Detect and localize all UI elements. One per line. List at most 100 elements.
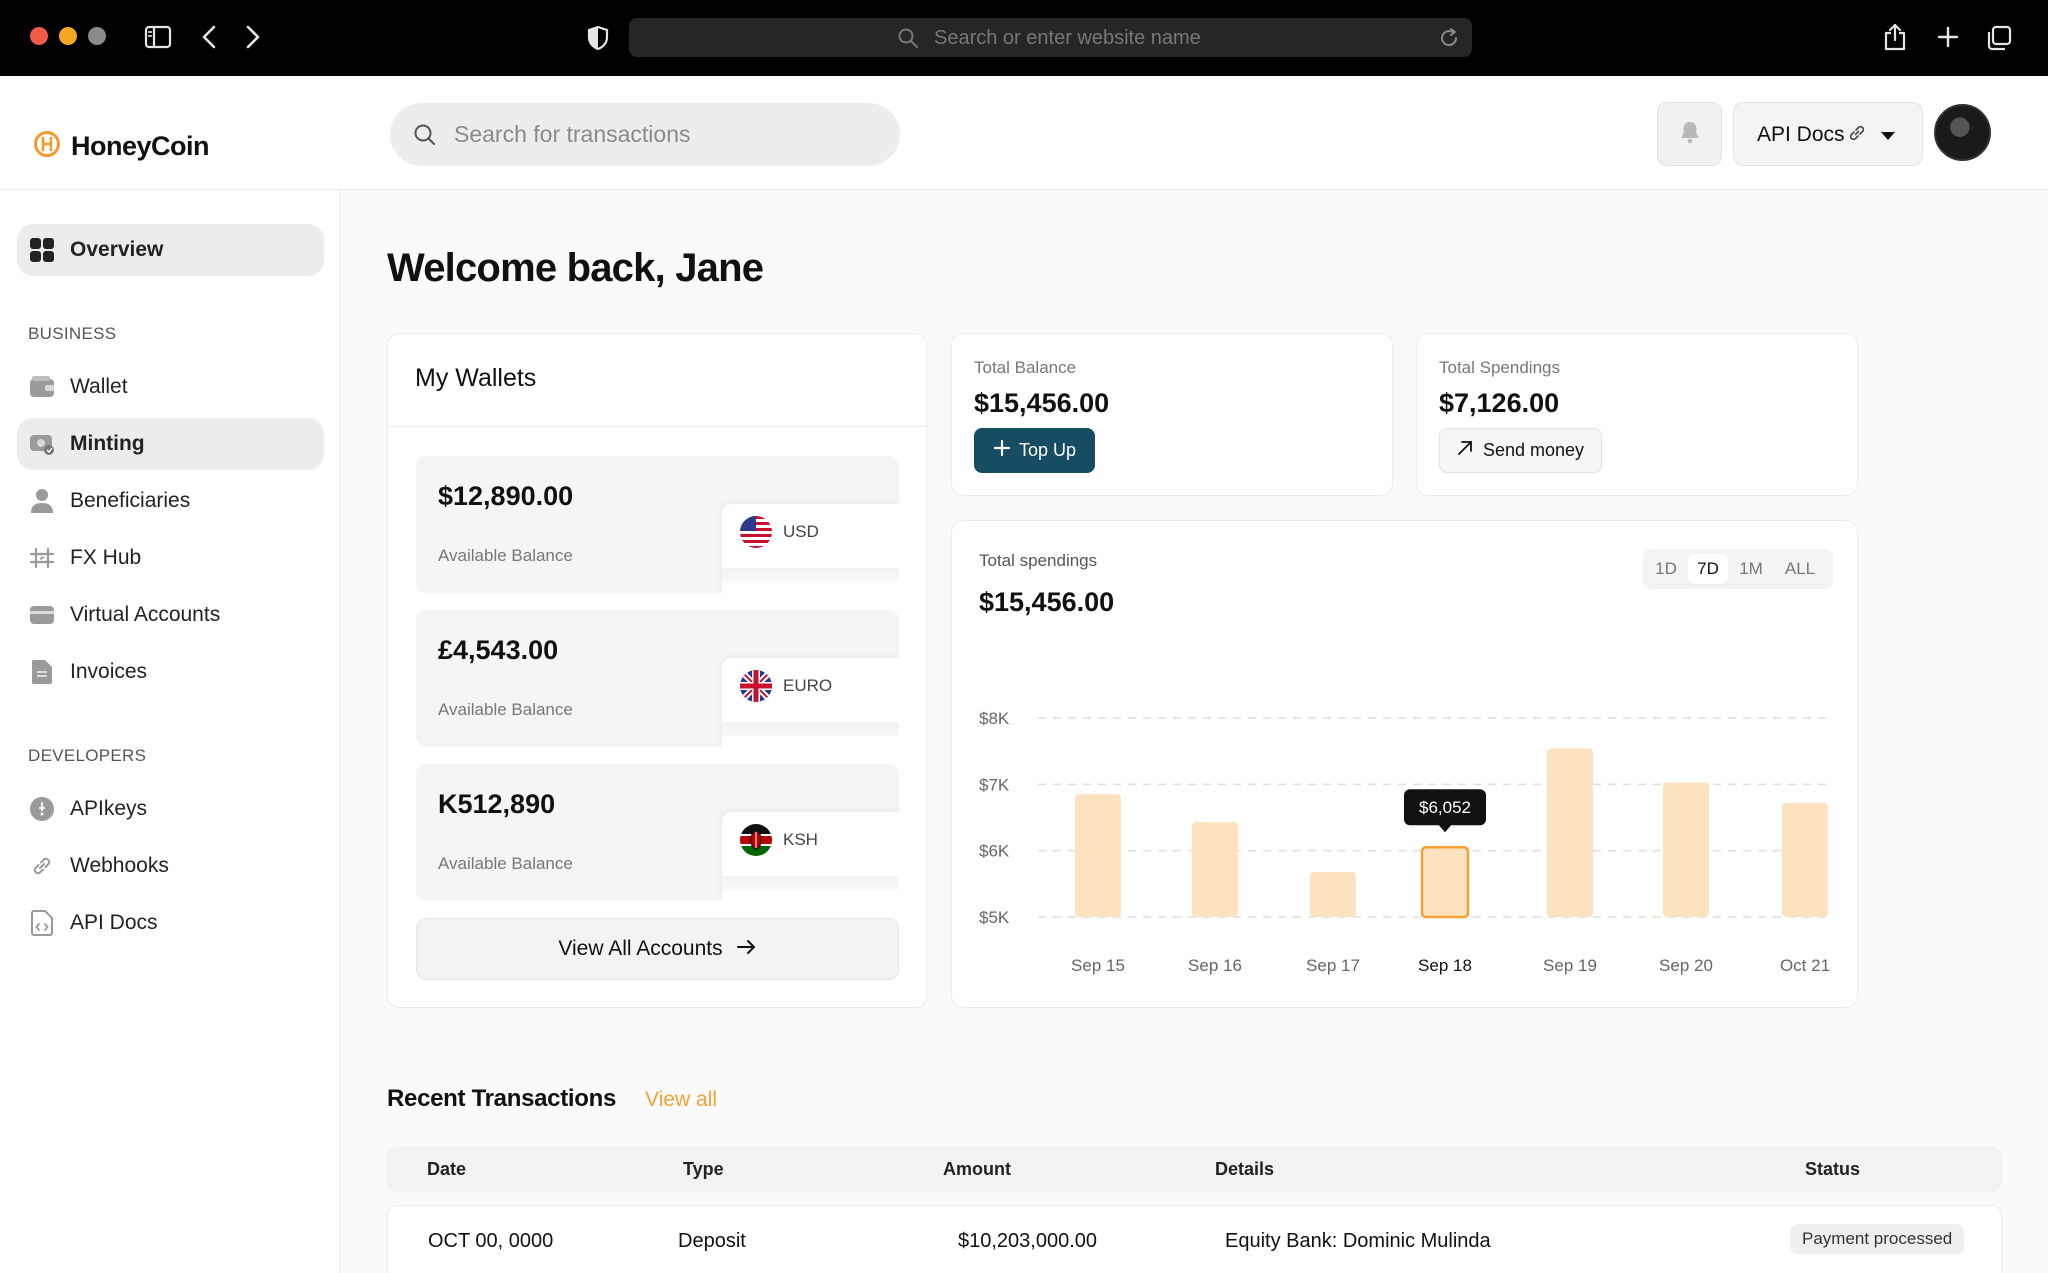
view-all-accounts-label: View All Accounts xyxy=(558,937,723,960)
wallet-icon xyxy=(29,374,55,400)
new-tab-icon[interactable] xyxy=(1935,24,1961,50)
send-money-label: Send money xyxy=(1482,440,1585,460)
logo[interactable]: HoneyCoin xyxy=(33,130,210,163)
grid-icon xyxy=(29,237,55,263)
chart-bar xyxy=(1547,748,1593,917)
my-wallets-card: My Wallets $12,890.00 Available Balance … xyxy=(387,333,927,1008)
chart-bar xyxy=(1420,845,1470,919)
sidebar-item-api-docs[interactable]: API Docs xyxy=(17,897,324,949)
column-header-amount[interactable]: Amount xyxy=(943,1159,1011,1179)
range-7d[interactable]: 7D xyxy=(1688,554,1728,584)
address-placeholder: Search or enter website name xyxy=(934,27,1201,49)
address-bar[interactable]: Search or enter website name xyxy=(629,18,1472,57)
page-title: Welcome back, Jane xyxy=(387,246,764,290)
transaction-search-input[interactable]: Search for transactions xyxy=(390,103,900,166)
wallet-balance-label: Available Balance xyxy=(438,546,573,565)
x-tick-label: Sep 18 xyxy=(1418,956,1472,975)
sidebar-item-fx-hub[interactable]: FX Hub xyxy=(17,532,324,584)
total-balance-card: Total Balance $15,456.00 Top Up xyxy=(951,333,1393,496)
sidebar-item-label: Overview xyxy=(70,238,164,261)
table-row[interactable]: OCT 00, 0000 Deposit $10,203,000.00 Equi… xyxy=(387,1205,2002,1273)
x-tick-label: Sep 17 xyxy=(1306,956,1360,975)
total-spendings-card: Total Spendings $7,126.00 Send money xyxy=(1416,333,1858,496)
sidebar-item-label: Minting xyxy=(70,432,145,455)
transaction-date: OCT 00, 0000 xyxy=(428,1230,554,1252)
api-docs-dropdown[interactable]: API Docs xyxy=(1733,102,1923,166)
tab-overview-icon[interactable] xyxy=(1985,24,2013,52)
fx-exchange-icon xyxy=(29,545,55,571)
notifications-button[interactable] xyxy=(1657,102,1722,166)
api-docs-label: API Docs xyxy=(1757,123,1845,146)
currency-code: KSH xyxy=(783,830,818,849)
chart-bar xyxy=(1663,782,1709,917)
wallet-euro[interactable]: £4,543.00 Available Balance EURO xyxy=(416,610,899,747)
sidebar-item-label: FX Hub xyxy=(70,546,142,569)
currency-code: EURO xyxy=(783,676,833,695)
chart-label: Total spendings xyxy=(979,551,1098,570)
sidebar-item-label: Virtual Accounts xyxy=(70,603,221,626)
send-money-button[interactable]: Send money xyxy=(1439,428,1602,473)
time-range-selector: 1D 7D 1M ALL xyxy=(1643,549,1833,589)
document-icon xyxy=(29,659,55,685)
x-tick-label: Sep 19 xyxy=(1543,956,1597,975)
share-icon[interactable] xyxy=(1882,22,1908,52)
wallet-usd[interactable]: $12,890.00 Available Balance USD xyxy=(416,456,899,593)
back-arrow-icon[interactable] xyxy=(198,24,220,50)
key-icon xyxy=(29,796,55,822)
user-avatar[interactable] xyxy=(1934,104,1991,161)
sidebar-item-apikeys[interactable]: APIkeys xyxy=(17,783,324,835)
privacy-shield-icon[interactable] xyxy=(586,25,610,51)
column-header-type[interactable]: Type xyxy=(683,1159,724,1179)
sidebar-item-beneficiaries[interactable]: Beneficiaries xyxy=(17,475,324,527)
sidebar-item-label: Invoices xyxy=(70,660,148,683)
range-1d[interactable]: 1D xyxy=(1655,559,1677,578)
close-window-button[interactable] xyxy=(30,27,48,45)
bell-icon xyxy=(1679,120,1701,149)
sidebar-toggle-icon[interactable] xyxy=(144,25,172,49)
top-up-label: Top Up xyxy=(1018,440,1077,460)
x-tick-label: Oct 21 xyxy=(1780,956,1830,975)
zoom-window-button[interactable] xyxy=(88,27,106,45)
x-tick-label: Sep 16 xyxy=(1188,956,1242,975)
range-all[interactable]: ALL xyxy=(1784,559,1816,578)
reload-icon[interactable] xyxy=(1437,26,1461,55)
currency-tag: KSH xyxy=(722,812,899,901)
view-all-accounts-button[interactable]: View All Accounts xyxy=(416,918,899,980)
business-section-heading: BUSINESS xyxy=(28,324,117,343)
minimize-window-button[interactable] xyxy=(59,27,77,45)
sidebar-item-wallet[interactable]: Wallet xyxy=(17,361,324,413)
wallets-title: My Wallets xyxy=(415,364,537,392)
wallet-amount: $12,890.00 xyxy=(438,481,574,511)
transaction-amount: $10,203,000.00 xyxy=(958,1230,1098,1252)
status-badge: Payment processed xyxy=(1790,1224,1965,1254)
sidebar-item-overview[interactable]: Overview xyxy=(17,224,324,276)
sidebar-item-invoices[interactable]: Invoices xyxy=(17,646,324,698)
sidebar: Overview BUSINESS Wallet Minting Benefic… xyxy=(0,190,340,1273)
range-1m[interactable]: 1M xyxy=(1739,559,1763,578)
total-spendings-value: $7,126.00 xyxy=(1439,388,1560,418)
person-icon xyxy=(29,488,55,514)
column-header-status[interactable]: Status xyxy=(1805,1159,1861,1179)
tag-fade xyxy=(722,722,899,736)
wallet-amount: K512,890 xyxy=(438,789,556,819)
forward-arrow-icon[interactable] xyxy=(242,24,264,50)
top-up-button[interactable]: Top Up xyxy=(974,428,1095,473)
sidebar-item-webhooks[interactable]: Webhooks xyxy=(17,840,324,892)
y-tick-label: $5K xyxy=(979,908,1010,927)
sidebar-item-minting[interactable]: Minting xyxy=(17,418,324,470)
sidebar-item-virtual-accounts[interactable]: Virtual Accounts xyxy=(17,589,324,641)
view-all-transactions-link[interactable]: View all xyxy=(645,1088,717,1111)
column-header-date[interactable]: Date xyxy=(427,1159,467,1179)
total-balance-label: Total Balance xyxy=(974,358,1077,377)
total-balance-value: $15,456.00 xyxy=(974,388,1110,418)
tag-fade xyxy=(722,876,899,890)
wallet-ksh[interactable]: K512,890 Available Balance KSH xyxy=(416,764,899,901)
sidebar-item-label: Wallet xyxy=(70,375,128,398)
sidebar-item-label: APIkeys xyxy=(70,797,148,820)
column-header-details[interactable]: Details xyxy=(1215,1159,1275,1179)
y-tick-label: $6K xyxy=(979,842,1010,861)
currency-tag: USD xyxy=(722,504,899,593)
plus-icon xyxy=(993,439,1011,462)
sidebar-item-label: Beneficiaries xyxy=(70,489,191,512)
wallet-balance-label: Available Balance xyxy=(438,700,573,719)
